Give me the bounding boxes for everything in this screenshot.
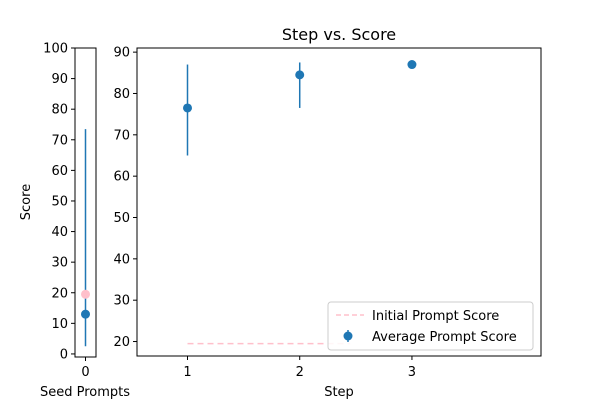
- seed-marks: [81, 129, 90, 347]
- step-y-tick-label-1: 30: [113, 294, 130, 309]
- step-y-tick-label-0: 20: [113, 335, 130, 350]
- step-x-axis-label: Step: [324, 385, 354, 400]
- seed-point-0-0: [81, 309, 90, 319]
- legend-initial-label: Initial Prompt Score: [372, 309, 499, 324]
- step-y-tick-label-7: 90: [113, 46, 130, 61]
- legend-box: [327, 301, 534, 351]
- step-y-tick-label-5: 70: [113, 128, 130, 143]
- legend: Initial Prompt Score Average Prompt Scor…: [327, 301, 534, 351]
- seed-y-tick-label-8: 80: [51, 103, 68, 118]
- seed-x-axis-label: Seed Prompts: [40, 385, 130, 400]
- seed-y-tick-label-6: 60: [51, 164, 68, 179]
- seed-y-tick-label-2: 20: [51, 286, 68, 301]
- step-y-tick-label-4: 60: [113, 170, 130, 185]
- seed-point-1-0: [81, 289, 90, 299]
- seed-y-tick-label-9: 90: [51, 72, 68, 87]
- step-x-tick-label-0: 1: [183, 365, 191, 380]
- seed-y-tick-label-5: 50: [51, 194, 68, 209]
- legend-average-marker: [343, 331, 353, 341]
- chart-title: Step vs. Score: [282, 25, 396, 44]
- seed-y-tick-label-7: 70: [51, 133, 68, 148]
- seed-x-tick-label-0: 0: [81, 365, 89, 380]
- legend-average-label: Average Prompt Score: [372, 330, 517, 345]
- seed-prompts-panel: 0 10 20 30 40 50 60 70 80 90 100 0 Seed Prompts Sc…: [19, 42, 130, 400]
- step-y-tick-label-3: 50: [113, 211, 130, 226]
- seed-y-tick-label-10: 100: [43, 42, 68, 57]
- step-plot-frame: [136, 47, 542, 357]
- step-x-axis: 1 2 3: [183, 356, 416, 380]
- seed-y-tick-label-1: 10: [51, 317, 68, 332]
- step-x-tick-label-2: 3: [408, 365, 416, 380]
- step-y-tick-label-2: 40: [113, 252, 130, 267]
- step-marks: [183, 60, 417, 345]
- average-point-0: [183, 103, 192, 113]
- average-point-2: [407, 60, 417, 70]
- seed-y-axis-label: Score: [19, 184, 34, 220]
- step-y-axis: 20 30 40 50 60 70 80 90: [113, 46, 137, 350]
- step-y-tick-label-6: 80: [113, 87, 130, 102]
- seed-y-tick-label-3: 30: [51, 256, 68, 271]
- seed-x-axis: 0: [81, 357, 90, 380]
- seed-y-tick-label-4: 40: [51, 225, 68, 240]
- seed-y-tick-label-0: 0: [60, 347, 68, 362]
- step-x-tick-label-1: 2: [296, 365, 304, 380]
- average-point-1: [295, 70, 305, 80]
- step-panel: 20 30 40 50 60 70 80 90 1 2 3 Step vs. Score Step…: [113, 25, 542, 400]
- seed-y-axis: 0 10 20 30 40 50 60 70 80 90 100: [43, 42, 75, 362]
